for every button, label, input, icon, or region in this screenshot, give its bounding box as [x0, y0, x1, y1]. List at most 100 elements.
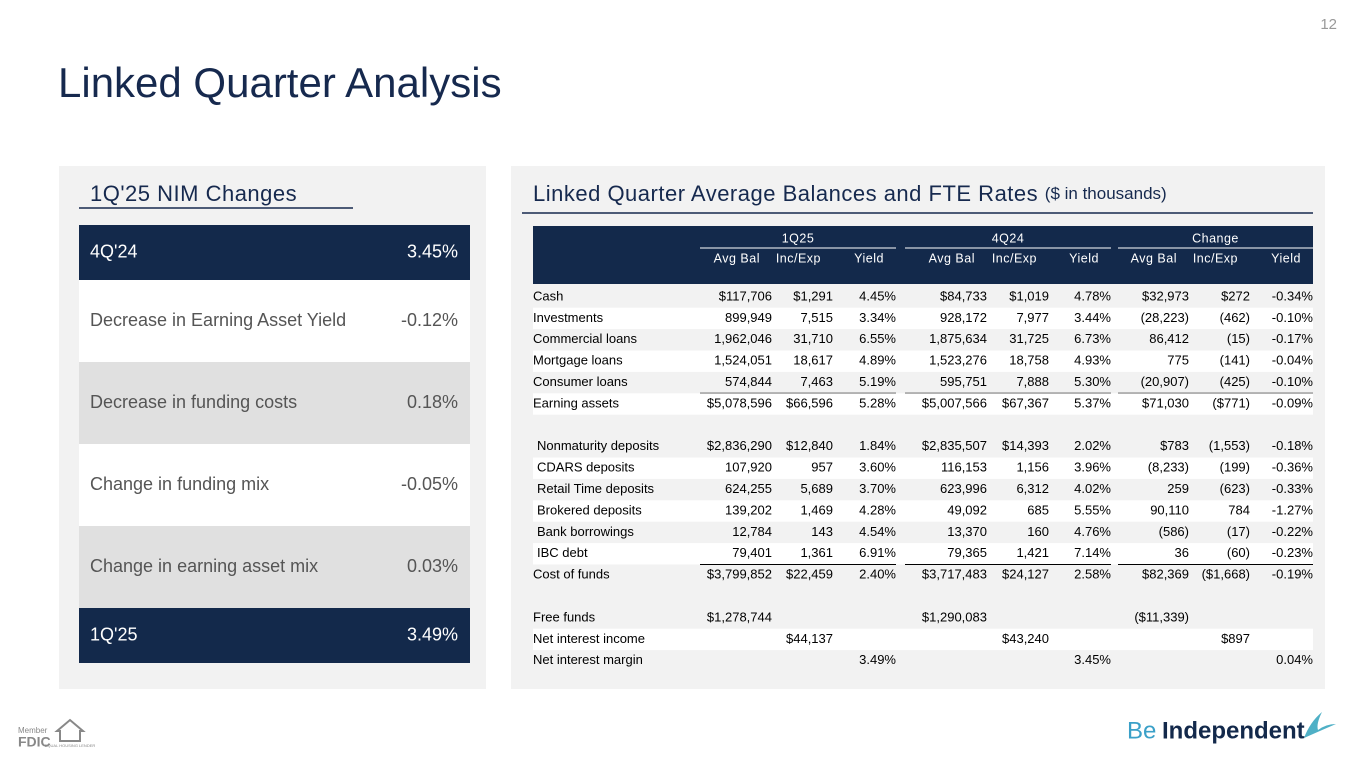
row-shade — [533, 393, 1313, 415]
cell: 5.37% — [1074, 395, 1111, 410]
cell: -0.22% — [1272, 524, 1314, 539]
cell: 775 — [1167, 353, 1189, 368]
cell: 18,617 — [793, 353, 833, 368]
cell: 49,092 — [947, 502, 987, 517]
cell: 5,689 — [800, 481, 833, 496]
group-label: 1Q25 — [782, 231, 815, 245]
cell: 6,312 — [1016, 481, 1049, 496]
cell: $43,240 — [1002, 631, 1049, 646]
cell: $44,137 — [786, 631, 833, 646]
fdic-logo: Member FDIC EQUAL HOUSING LENDER — [18, 718, 95, 750]
cell: $1,278,744 — [707, 609, 772, 624]
row-label: Net interest margin — [533, 652, 643, 667]
cell: 90,110 — [1150, 502, 1189, 517]
cell: (586) — [1159, 524, 1189, 539]
cell: 1,469 — [800, 502, 833, 517]
cell: -0.19% — [1272, 567, 1314, 582]
cell: (199) — [1220, 460, 1250, 475]
table-title-main: Linked Quarter Average Balances and FTE … — [533, 181, 1038, 206]
cell: ($11,339) — [1134, 609, 1189, 624]
group-label: 4Q24 — [992, 231, 1025, 245]
cell: 1,875,634 — [929, 331, 987, 346]
nim-value: 3.49% — [407, 624, 458, 644]
cell: $117,706 — [719, 288, 772, 303]
cell: 259 — [1167, 481, 1189, 496]
nim-value: -0.12% — [401, 310, 458, 330]
nim-title: 1Q'25 NIM Changes — [90, 181, 297, 206]
row-shade — [533, 307, 1313, 330]
cell: -0.36% — [1272, 460, 1314, 475]
cell: 0.04% — [1276, 652, 1313, 667]
cell: (8,233) — [1148, 460, 1189, 475]
brand-bird — [1304, 712, 1336, 738]
cell: 3.60% — [859, 460, 896, 475]
cell: 143 — [811, 524, 833, 539]
cell: $66,596 — [786, 395, 833, 410]
column-label: Inc/Exp — [776, 251, 821, 265]
cell: 928,172 — [940, 310, 987, 325]
cell: (623) — [1220, 481, 1250, 496]
fdic-text: FDIC — [18, 734, 51, 750]
cell: $897 — [1221, 631, 1250, 646]
nim-value: 0.03% — [407, 556, 458, 576]
cell: 4.93% — [1074, 353, 1111, 368]
cell: 574,844 — [725, 374, 772, 389]
cell: 31,725 — [1009, 331, 1049, 346]
cell: 2.40% — [859, 567, 896, 582]
cell: 1,156 — [1016, 460, 1049, 475]
row-label: Retail Time deposits — [537, 481, 655, 496]
row-shade — [533, 350, 1313, 372]
cell: $1,019 — [1009, 288, 1049, 303]
cell: $32,973 — [1142, 288, 1189, 303]
cell: -0.10% — [1272, 374, 1314, 389]
cell: 36 — [1175, 545, 1189, 560]
column-label: Yield — [1271, 251, 1301, 265]
cell: 5.30% — [1074, 374, 1111, 389]
cell: 7,888 — [1016, 374, 1049, 389]
row-label: Mortgage loans — [533, 353, 623, 368]
cell: 685 — [1027, 502, 1049, 517]
cell: (462) — [1220, 310, 1250, 325]
cell: (17) — [1227, 524, 1250, 539]
row-label: Free funds — [533, 609, 596, 624]
nim-row — [79, 362, 470, 444]
page-number: 12 — [1320, 16, 1337, 33]
row-label: Investments — [533, 310, 604, 325]
cell: 4.28% — [859, 502, 896, 517]
cell: 899,949 — [725, 310, 772, 325]
column-label: Inc/Exp — [992, 251, 1037, 265]
cell: ($1,668) — [1202, 567, 1250, 582]
cell: 3.34% — [859, 310, 896, 325]
cell: (141) — [1220, 353, 1250, 368]
cell: 4.02% — [1074, 481, 1111, 496]
cell: 3.70% — [859, 481, 896, 496]
row-label: Earning assets — [533, 395, 619, 410]
column-label: Avg Bal — [714, 251, 760, 265]
cell: $5,078,596 — [707, 395, 772, 410]
cell: 623,996 — [940, 481, 987, 496]
cell: 79,365 — [947, 545, 987, 560]
cell: $3,717,483 — [922, 567, 987, 582]
cell: $3,799,852 — [707, 567, 772, 582]
row-shade — [533, 457, 1313, 479]
row-shade — [533, 543, 1313, 565]
column-label: Inc/Exp — [1193, 251, 1238, 265]
column-label: Yield — [854, 251, 884, 265]
cell: 6.73% — [1074, 331, 1111, 346]
nim-row — [79, 526, 470, 608]
cell: $1,291 — [793, 288, 833, 303]
cell: $272 — [1221, 288, 1250, 303]
cell: 4.78% — [1074, 288, 1111, 303]
column-label: Yield — [1069, 251, 1099, 265]
cell: 957 — [811, 460, 833, 475]
cell: 18,758 — [1009, 353, 1049, 368]
cell: -0.33% — [1272, 481, 1314, 496]
cell: $84,733 — [940, 288, 987, 303]
cell: $71,030 — [1142, 395, 1189, 410]
nim-label: Change in earning asset mix — [90, 556, 318, 576]
cell: $82,369 — [1142, 567, 1189, 582]
cell: 4.89% — [859, 353, 896, 368]
cell: 7,515 — [800, 310, 833, 325]
cell: 3.44% — [1074, 310, 1111, 325]
row-label: CDARS deposits — [537, 460, 635, 475]
